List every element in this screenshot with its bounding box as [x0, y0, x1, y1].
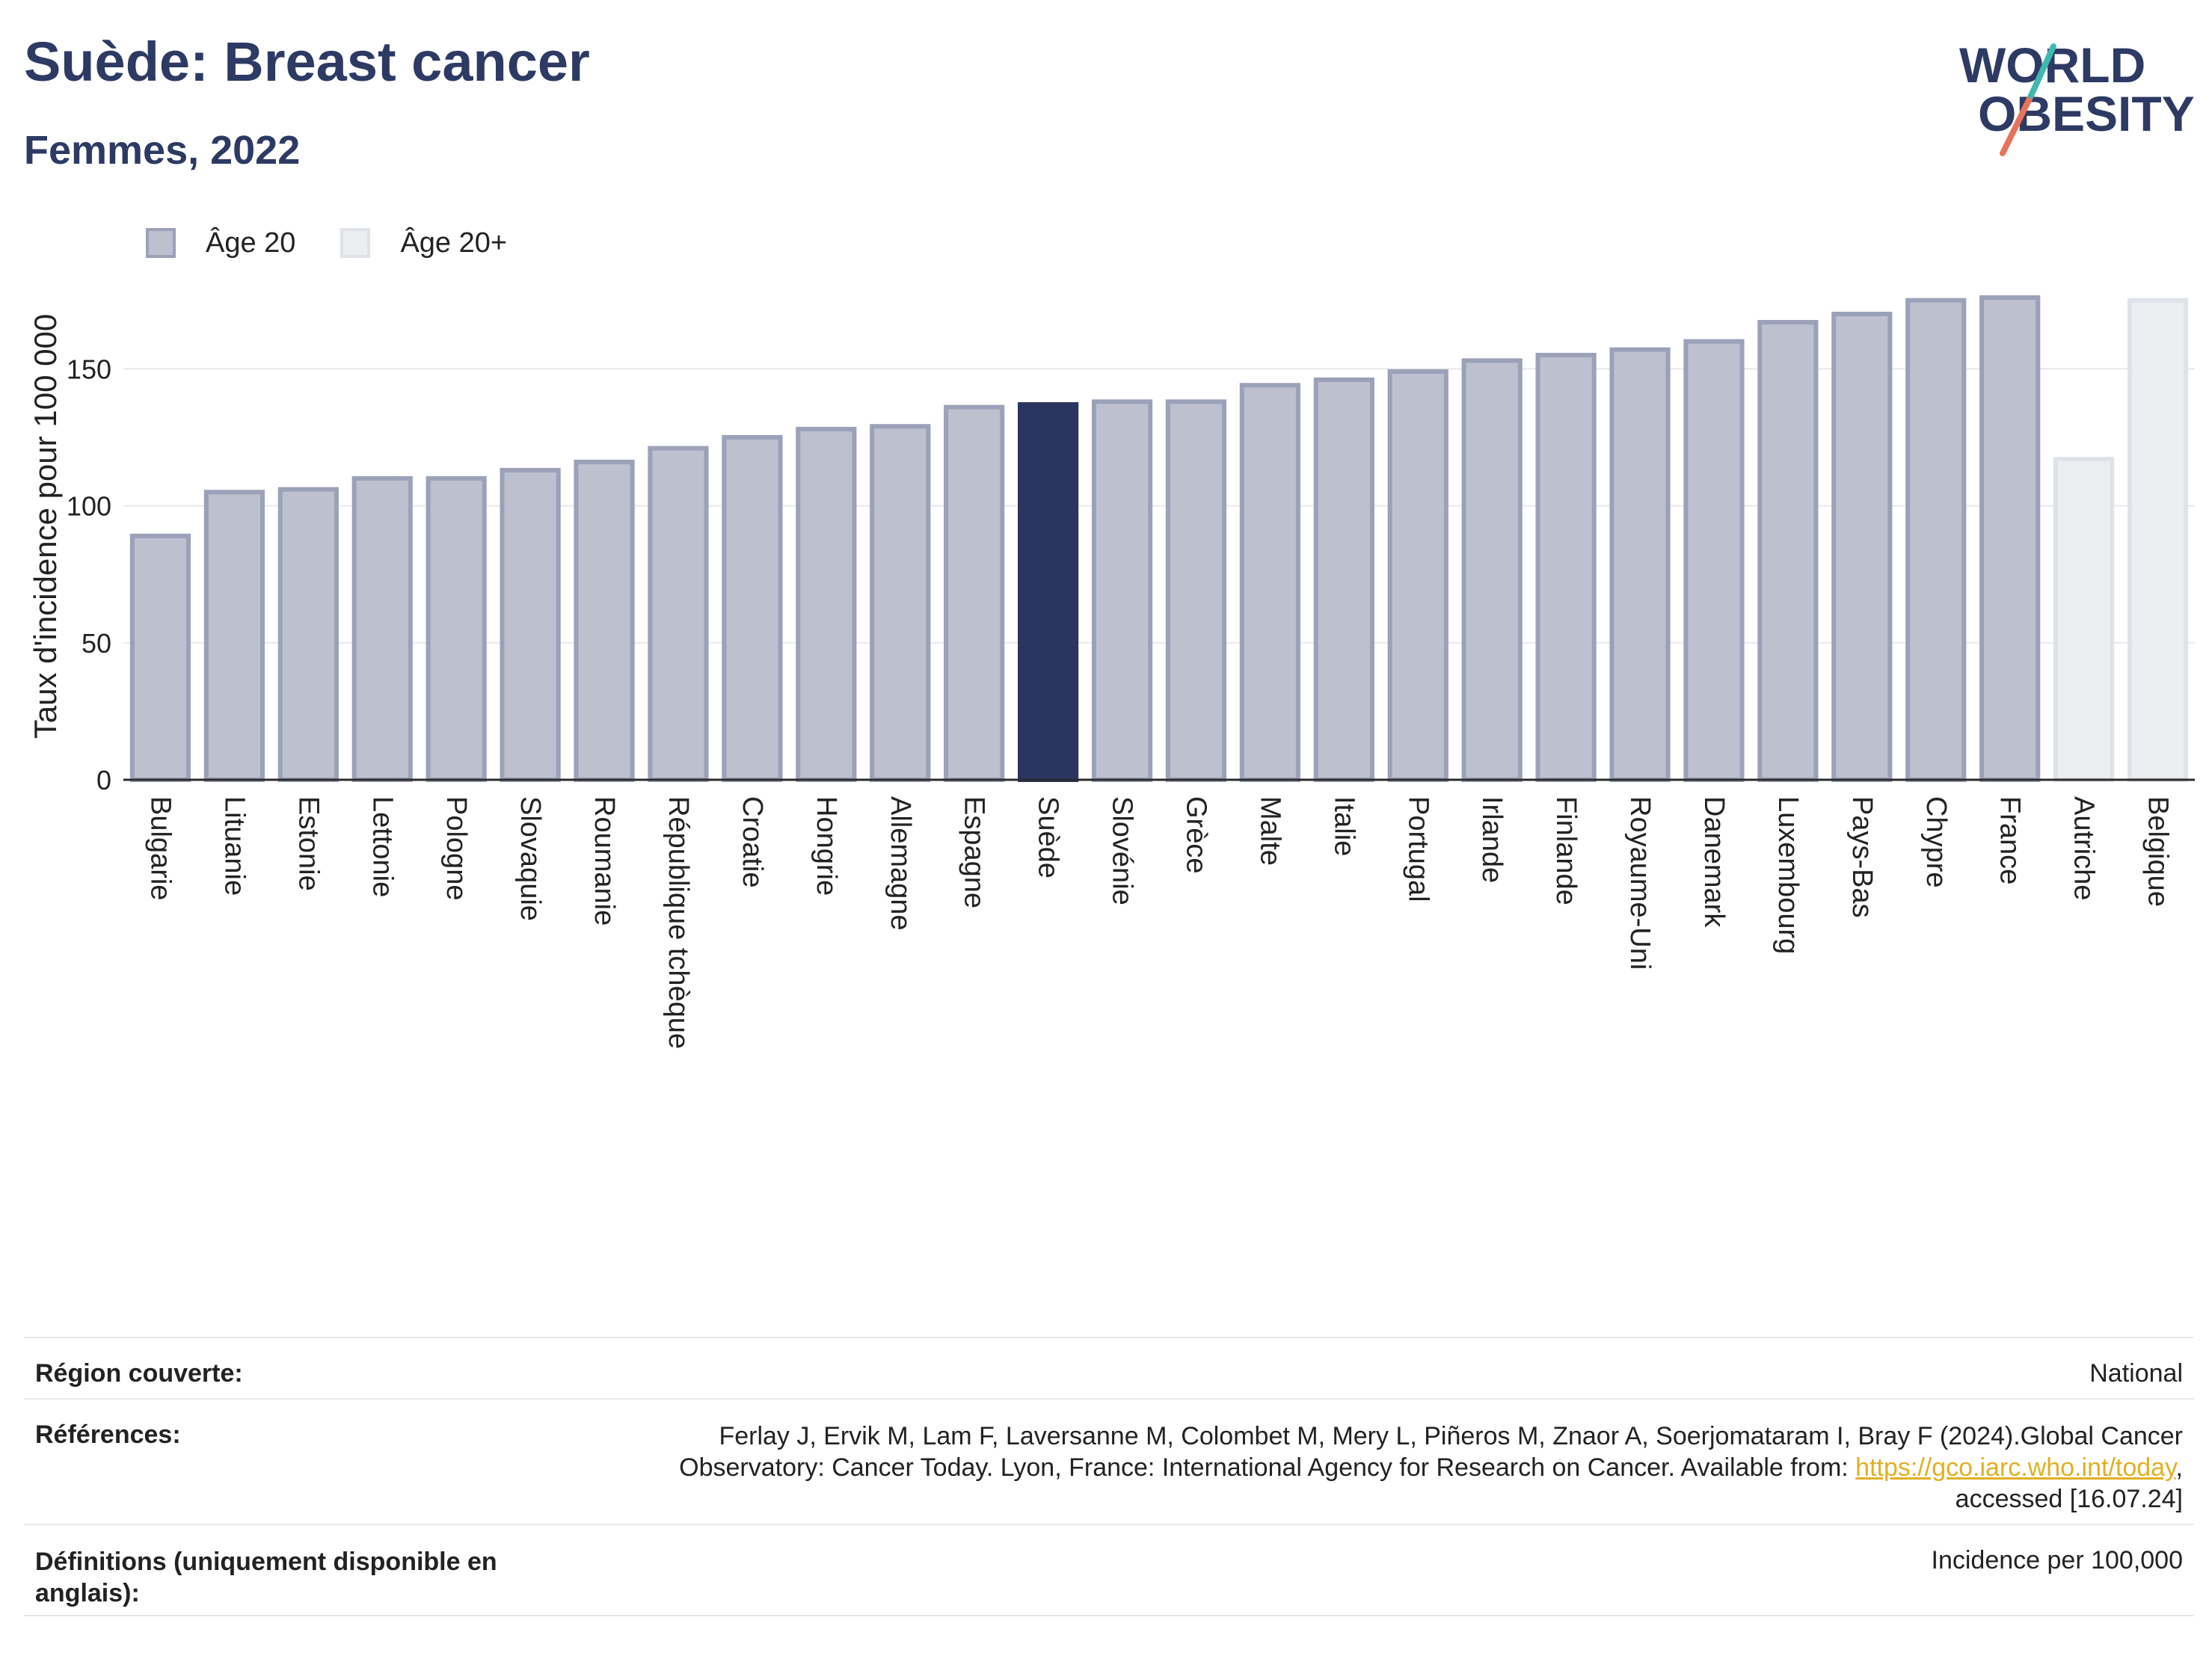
x-tick-label: Hongrie [811, 796, 842, 896]
x-tick-label: Danemark [1698, 796, 1730, 928]
bar [1387, 369, 1448, 783]
x-tick-label: Slovénie [1107, 796, 1138, 905]
bar [1683, 339, 1745, 782]
x-tick-label: République tchèque [663, 796, 694, 1049]
x-tick-label: Malte [1254, 796, 1285, 866]
references-line-2-text: Observatory: Cancer Today. Lyon, France:… [679, 1453, 1856, 1482]
bar [129, 533, 191, 782]
meta-row-references: Références: Ferlay J, Ervik M, Lam F, La… [24, 1398, 2194, 1524]
meta-row-region: Région couverte: National [24, 1337, 2194, 1398]
x-tick-label: Croatie [737, 796, 768, 888]
definitions-value: Incidence per 100,000 [1931, 1546, 2183, 1575]
x-tick-label: Portugal [1402, 796, 1434, 902]
legend-item-age20plus[interactable]: Âge 20+ [340, 227, 507, 259]
x-tick-label: Irlande [1476, 796, 1508, 883]
definitions-label: Définitions (uniquement disponible en an… [35, 1546, 497, 1609]
chart-legend: Âge 20 Âge 20+ [146, 221, 552, 265]
bar [1018, 401, 1079, 782]
x-tick-label: Lettonie [366, 796, 398, 897]
region-value: National [2089, 1359, 2183, 1388]
bar [1313, 377, 1374, 782]
bar [1239, 383, 1300, 782]
bar [277, 487, 339, 782]
bar [1905, 298, 1967, 783]
x-tick-label: Espagne [959, 796, 990, 908]
x-tick-label: Estonie [292, 796, 324, 891]
references-link[interactable]: https://gco.iarc.who.int/today [1855, 1453, 2176, 1482]
x-tick-label: Slovaquie [514, 796, 546, 921]
chart-title: Suède: Breast cancer [24, 31, 590, 93]
x-tick-label: Bulgarie [144, 796, 176, 900]
x-tick-label: Italie [1328, 796, 1360, 856]
chart-subtitle: Femmes, 2022 [24, 128, 301, 173]
legend-swatch-age20plus [340, 228, 371, 258]
y-axis-title: Taux d'incidence pour 100 000 [28, 314, 63, 739]
legend-item-age20[interactable]: Âge 20 [146, 227, 295, 259]
bar [2127, 298, 2189, 783]
bar [722, 434, 783, 782]
x-tick-label: Finlande [1550, 796, 1582, 905]
bar [1609, 347, 1671, 783]
bar [425, 475, 487, 782]
x-tick-label: Pays-Bas [1846, 796, 1878, 918]
x-tick-label: Roumanie [589, 796, 620, 926]
bar [1535, 352, 1597, 783]
x-tick-label: Autriche [2068, 796, 2100, 900]
references-label: Références: [35, 1420, 181, 1449]
x-tick-label: Luxembourg [1772, 796, 1804, 954]
region-label: Région couverte: [35, 1359, 243, 1388]
bar [1461, 358, 1523, 782]
y-tick-label: 150 [67, 354, 111, 384]
y-tick-label: 50 [82, 628, 111, 659]
legend-label-age20: Âge 20 [206, 227, 296, 259]
bar [1979, 295, 2041, 783]
x-tick-label: Pologne [440, 796, 472, 900]
meta-row-definitions: Définitions (uniquement disponible en an… [24, 1524, 2194, 1615]
bar [796, 426, 857, 782]
bar [1091, 399, 1153, 782]
x-tick-label: Allemagne [885, 796, 916, 931]
bar [1757, 319, 1819, 782]
x-tick-label: Suède [1033, 796, 1064, 878]
bar [1831, 311, 1893, 783]
x-tick-label: Chypre [1920, 796, 1952, 888]
references-line-3: accessed [16.07.24] [1955, 1485, 2183, 1513]
references-line-1: Ferlay J, Ervik M, Lam F, Laversanne M, … [719, 1422, 2183, 1450]
definitions-label-line-1: Définitions (uniquement disponible en [35, 1548, 497, 1576]
y-tick-label: 100 [67, 491, 111, 522]
x-tick-label: Lituanie [218, 796, 250, 896]
bar [1165, 399, 1227, 782]
bar [351, 475, 413, 782]
x-tick-label: Belgique [2142, 796, 2174, 907]
bar [2053, 457, 2115, 782]
references-line-2: Observatory: Cancer Today. Lyon, France:… [679, 1452, 2183, 1483]
legend-label-age20plus: Âge 20+ [400, 227, 508, 259]
x-tick-label: France [1994, 796, 2026, 884]
bar [870, 424, 931, 783]
bar [944, 404, 1005, 783]
x-tick-label: Grèce [1180, 796, 1211, 873]
bar [574, 459, 635, 782]
world-obesity-logo: WORLD OBESITY [1959, 37, 2195, 156]
bar [203, 490, 265, 782]
bar [648, 446, 709, 782]
definitions-label-line-2: anglais): [35, 1579, 140, 1607]
bar [500, 467, 561, 782]
legend-swatch-age20 [146, 228, 176, 258]
y-tick-label: 0 [96, 765, 111, 795]
x-tick-label: Royaume-Uni [1624, 796, 1656, 970]
bottom-divider [24, 1615, 2194, 1616]
references-line-2-end: , [2175, 1453, 2183, 1482]
references-value: Ferlay J, Ervik M, Lam F, Laversanne M, … [679, 1420, 2183, 1515]
